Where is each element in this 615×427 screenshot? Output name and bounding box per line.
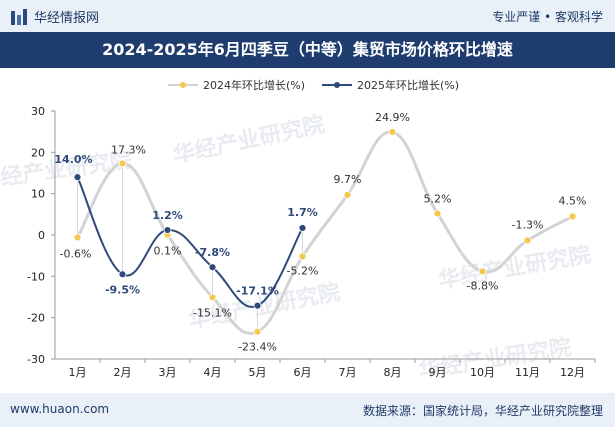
point-2024 <box>73 233 82 242</box>
data-label-2025: -9.5% <box>105 283 140 296</box>
brand-name: 华经情报网 <box>34 11 100 26</box>
tagline: 专业严谨 • 客观科学 <box>492 10 603 24</box>
top-bar: 华经情报网 专业严谨 • 客观科学 <box>0 0 615 32</box>
point-2024 <box>433 209 442 218</box>
point-2025 <box>118 270 127 279</box>
x-tick-label: 12月 <box>560 366 585 379</box>
chart-area: 华经产业研究院 华经产业研究院 华经产业研究院 华经产业研究院 华经产业研究院 2024年… <box>0 68 615 393</box>
data-label-2025: -7.8% <box>195 246 230 259</box>
x-tick-label: 4月 <box>204 366 222 379</box>
x-tick-label: 7月 <box>339 366 357 379</box>
data-label-2024: 4.5% <box>559 194 587 207</box>
y-tick-label: -10 <box>27 270 45 283</box>
data-label-2025: 1.2% <box>152 209 183 222</box>
point-2025 <box>73 173 82 182</box>
x-tick-label: 10月 <box>470 366 495 379</box>
point-2024 <box>523 236 532 245</box>
data-label-2024: 5.2% <box>424 193 452 206</box>
y-tick-label: 10 <box>31 188 45 201</box>
x-tick-label: 1月 <box>69 366 87 379</box>
data-label-2024: 9.7% <box>334 173 362 186</box>
x-tick-label: 9月 <box>429 366 447 379</box>
data-label-2024: -8.8% <box>467 279 499 292</box>
footer-source: 数据来源：国家统计局，华经产业研究院整理 <box>362 404 603 418</box>
legend-label-2: 2025年环比增长(%) <box>357 78 459 92</box>
legend-marker-2 <box>334 82 340 88</box>
x-tick-label: 11月 <box>515 366 540 379</box>
legend-label-1: 2024年环比增长(%) <box>203 78 305 92</box>
data-label-2024: 17.3% <box>111 143 146 156</box>
x-tick-label: 6月 <box>294 366 312 379</box>
y-tick-label: 30 <box>31 105 45 118</box>
x-tick-label: 3月 <box>159 366 177 379</box>
point-2024 <box>478 267 487 276</box>
x-tick-label: 5月 <box>249 366 267 379</box>
data-label-2024: -0.6% <box>60 247 92 260</box>
x-tick-label: 2月 <box>114 366 132 379</box>
data-label-2025: -17.1% <box>236 285 279 298</box>
brand: 华经情报网 <box>10 7 99 26</box>
data-label-2024: -15.1% <box>193 306 232 319</box>
point-2024 <box>118 159 127 168</box>
point-2024 <box>388 128 397 136</box>
point-2024 <box>253 327 262 336</box>
chart-title: 2024-2025年6月四季豆（中等）集贸市场价格环比增速 <box>102 40 513 59</box>
data-label-2024: -5.2% <box>287 264 319 277</box>
y-tick-label: -30 <box>27 353 45 366</box>
series-line-2025 <box>76 176 304 308</box>
line-chart: 华经产业研究院华经产业研究院华经产业研究院华经产业研究院华经产业研究院2024年… <box>0 78 596 384</box>
point-2024 <box>208 293 217 302</box>
footer-site: www.huaon.com <box>10 402 110 416</box>
legend-marker-1 <box>180 82 186 88</box>
data-label-2024: -1.3% <box>512 218 544 231</box>
x-tick-label: 8月 <box>384 366 402 379</box>
point-2024 <box>568 212 577 221</box>
point-2024 <box>298 252 307 261</box>
y-tick-label: 20 <box>31 146 45 159</box>
y-tick-label: -20 <box>27 312 45 325</box>
data-label-2024: 24.9% <box>375 111 410 124</box>
watermark-text: 华经产业研究院 <box>171 111 327 168</box>
point-2025 <box>298 224 307 232</box>
point-2025 <box>163 226 172 234</box>
data-label-2024: -23.4% <box>238 341 277 354</box>
point-2025 <box>208 263 217 272</box>
footer-bar: www.huaon.com 数据来源：国家统计局，华经产业研究院整理 <box>0 393 615 427</box>
title-bar: 2024-2025年6月四季豆（中等）集贸市场价格环比增速 <box>0 32 615 68</box>
point-2024 <box>343 191 352 199</box>
y-tick-label: 0 <box>38 229 45 242</box>
data-label-2025: 1.7% <box>287 206 318 219</box>
data-label-2024: 0.1% <box>154 245 182 258</box>
data-label-2025: 14.0% <box>54 153 92 166</box>
logo-icon <box>10 8 28 25</box>
point-2025 <box>253 301 262 310</box>
